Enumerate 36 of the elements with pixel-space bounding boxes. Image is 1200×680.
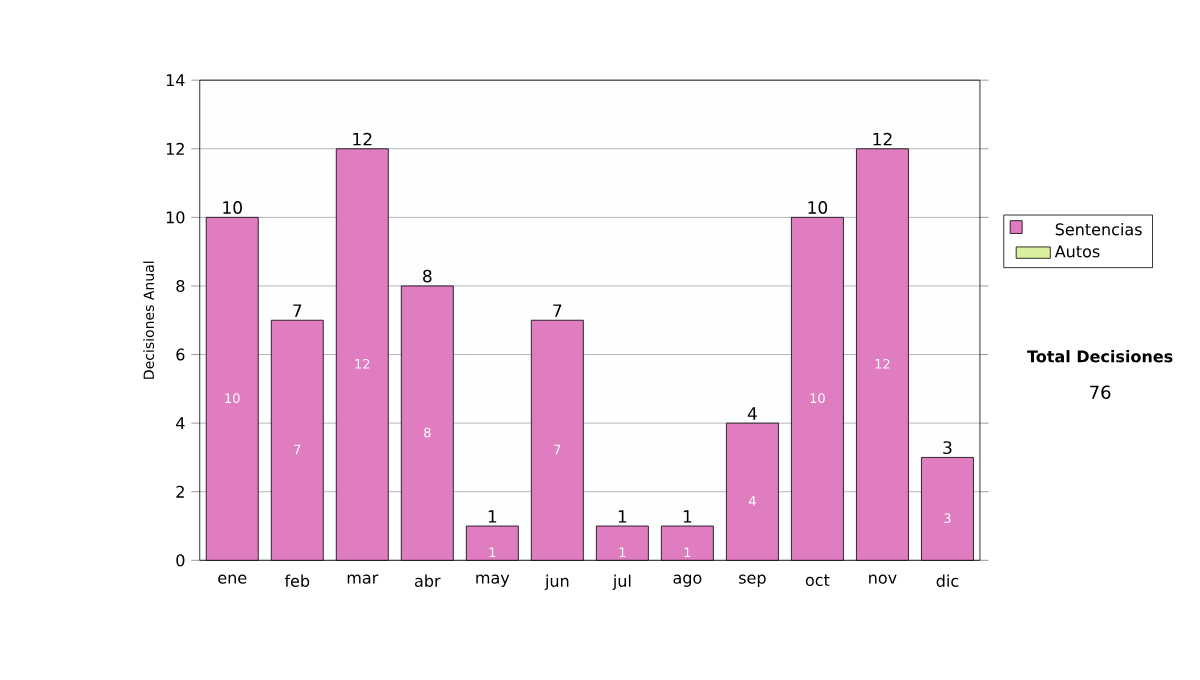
x-tick-label: ago xyxy=(673,574,702,587)
total-label: 1 xyxy=(488,510,497,523)
y-tick-label: 0 xyxy=(176,554,185,567)
total-label: 10 xyxy=(223,200,242,214)
total-label: 7 xyxy=(553,304,562,317)
x-tick-label: jun xyxy=(544,574,569,590)
total-label: 1 xyxy=(618,510,627,523)
text: 76 xyxy=(1090,385,1111,399)
total-label: 7 xyxy=(293,304,302,317)
x-tick-label: jul xyxy=(612,574,631,590)
x-tick-label: nov xyxy=(869,574,897,584)
y-tick-label: 14 xyxy=(166,74,185,86)
x-tick-label: dic xyxy=(936,574,959,587)
x-tick-label: oct xyxy=(805,574,830,586)
y-tick-label: 10 xyxy=(166,211,185,224)
legend-label: Sentencias xyxy=(1055,222,1142,236)
x-tick-label: ene xyxy=(218,574,247,584)
y-tick-label: 2 xyxy=(176,485,184,498)
text: Total Decisiones xyxy=(1027,349,1173,363)
y-tick-label: 4 xyxy=(176,417,185,429)
y-tick-label: 6 xyxy=(176,348,185,361)
y-tick-label: 12 xyxy=(166,142,184,155)
legend-label: Autos xyxy=(1054,245,1100,258)
total-label: 1 xyxy=(683,510,692,523)
y-tick-label: 8 xyxy=(176,279,185,292)
x-tick-label: feb xyxy=(284,574,310,587)
total-label: 12 xyxy=(873,132,892,146)
total-label: 12 xyxy=(353,132,372,146)
x-tick-label: abr xyxy=(415,574,441,587)
x-tick-label: sep xyxy=(739,574,766,587)
total-label: 3 xyxy=(943,441,952,454)
total-label: 4 xyxy=(747,407,757,420)
total-label: 8 xyxy=(423,269,432,283)
x-tick-label: may xyxy=(476,574,510,587)
x-tick-label: mar xyxy=(347,574,379,584)
total-label: 10 xyxy=(808,200,828,214)
